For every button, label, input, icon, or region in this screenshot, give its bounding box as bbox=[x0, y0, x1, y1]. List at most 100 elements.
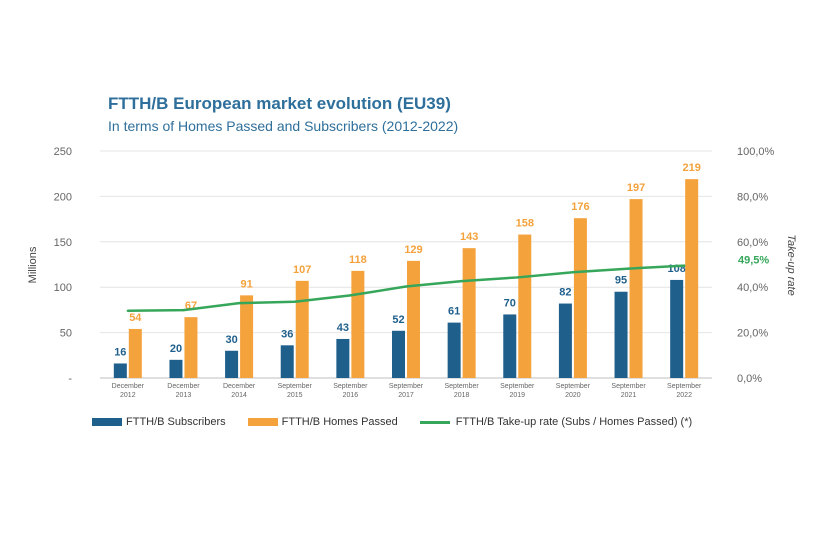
legend-swatch-homes-passed bbox=[247, 418, 278, 426]
x-tick-label-month: September bbox=[556, 383, 591, 390]
x-tick-label-month: December bbox=[223, 383, 256, 390]
y-axis-label-left: Millions bbox=[27, 246, 39, 283]
point-take-up-rate bbox=[516, 276, 519, 279]
legend-label-homes-passed: FTTH/B Homes Passed bbox=[281, 416, 398, 428]
data-label-subscribers: 30 bbox=[225, 334, 237, 346]
legend-item-homes-passed: FTTH/B Homes Passed bbox=[247, 416, 398, 428]
line-end-label: 49,5% bbox=[738, 255, 769, 267]
y-tick-label-right: 40,0% bbox=[737, 282, 768, 294]
y-tick-label-left: - bbox=[68, 373, 72, 385]
bar-subscribers bbox=[447, 322, 461, 378]
point-take-up-rate bbox=[126, 309, 130, 313]
bar-homes-passed bbox=[573, 218, 587, 378]
y-tick-label-left: 200 bbox=[54, 191, 72, 203]
x-tick-label-month: September bbox=[667, 383, 702, 390]
y-tick-label-right: 60,0% bbox=[737, 237, 768, 249]
bar-subscribers bbox=[503, 314, 517, 378]
bar-homes-passed bbox=[184, 317, 198, 378]
x-tick-label-year: 2021 bbox=[621, 392, 637, 399]
x-tick-label-year: 2015 bbox=[287, 392, 303, 399]
data-label-subscribers: 52 bbox=[392, 314, 404, 326]
y-tick-label-left: 150 bbox=[54, 237, 72, 249]
data-label-homes-passed: 107 bbox=[293, 264, 311, 276]
point-take-up-rate bbox=[627, 267, 630, 270]
data-label-homes-passed: 176 bbox=[571, 201, 589, 213]
legend-swatch-take-up-rate bbox=[419, 420, 450, 424]
line-take-up-rate bbox=[127, 264, 685, 313]
data-label-homes-passed: 158 bbox=[516, 218, 534, 230]
bar-subscribers bbox=[614, 291, 628, 378]
bar-subscribers bbox=[280, 345, 294, 378]
y-tick-label-right: 100,0% bbox=[737, 146, 775, 158]
y-tick-label-right: 0,0% bbox=[737, 373, 762, 385]
bar-subscribers bbox=[336, 338, 350, 378]
legend-label-take-up-rate: FTTH/B Take-up rate (Subs / Homes Passed… bbox=[455, 416, 693, 428]
y-tick-label-right: 80,0% bbox=[737, 191, 768, 203]
legend-item-subscribers: FTTH/B Subscribers bbox=[92, 416, 226, 428]
data-label-subscribers: 36 bbox=[281, 328, 293, 340]
legend-swatch-subscribers bbox=[92, 418, 122, 426]
point-take-up-rate bbox=[682, 264, 686, 267]
legend-item-take-up-rate: FTTH/B Take-up rate (Subs / Homes Passed… bbox=[419, 416, 693, 428]
x-tick-label-month: December bbox=[112, 383, 145, 390]
x-tick-label-month: September bbox=[445, 383, 480, 390]
bar-homes-passed bbox=[240, 295, 254, 378]
bar-subscribers bbox=[670, 279, 684, 378]
bar-homes-passed bbox=[351, 270, 365, 378]
y-tick-label-left: 100 bbox=[54, 282, 72, 294]
y-tick-label-right: 20,0% bbox=[737, 328, 768, 340]
bar-homes-passed bbox=[629, 199, 643, 378]
point-take-up-rate bbox=[349, 294, 352, 297]
bar-homes-passed bbox=[518, 234, 532, 378]
data-label-homes-passed: 129 bbox=[404, 244, 422, 256]
bar-subscribers bbox=[392, 330, 405, 378]
x-tick-label-year: 2020 bbox=[565, 392, 581, 399]
data-label-subscribers: 95 bbox=[615, 275, 627, 287]
legend: FTTH/B Subscribers FTTH/B Homes Passed F… bbox=[92, 414, 714, 430]
data-label-subscribers: 61 bbox=[448, 306, 460, 318]
bar-subscribers bbox=[558, 303, 572, 378]
point-take-up-rate bbox=[293, 300, 296, 303]
bar-subscribers bbox=[225, 350, 239, 378]
data-label-subscribers: 20 bbox=[170, 343, 182, 355]
point-take-up-rate bbox=[237, 301, 241, 305]
bar-homes-passed bbox=[407, 260, 420, 378]
data-label-homes-passed: 219 bbox=[683, 162, 701, 174]
x-tick-label-year: 2012 bbox=[120, 392, 136, 399]
x-tick-label-year: 2016 bbox=[343, 392, 359, 399]
data-label-subscribers: 43 bbox=[337, 322, 349, 334]
data-label-subscribers: 70 bbox=[504, 297, 516, 309]
y-axis-label-right: Take-up rate bbox=[785, 234, 797, 295]
x-tick-label-month: December bbox=[167, 383, 200, 390]
x-tick-label-year: 2017 bbox=[398, 392, 414, 399]
data-label-subscribers: 16 bbox=[114, 346, 126, 358]
point-take-up-rate bbox=[182, 308, 185, 312]
y-tick-label-left: 50 bbox=[60, 328, 72, 340]
x-tick-label-month: September bbox=[333, 383, 368, 390]
x-tick-label-month: September bbox=[611, 383, 646, 390]
bar-homes-passed bbox=[462, 248, 476, 378]
point-take-up-rate bbox=[404, 285, 408, 288]
x-tick-label-year: 2014 bbox=[231, 392, 247, 399]
data-label-homes-passed: 197 bbox=[627, 182, 645, 194]
data-label-subscribers: 82 bbox=[559, 287, 571, 299]
x-tick-label-month: September bbox=[389, 383, 424, 390]
bar-homes-passed bbox=[685, 179, 699, 378]
bar-subscribers bbox=[113, 363, 127, 378]
bar-homes-passed bbox=[295, 280, 309, 378]
data-label-homes-passed: 91 bbox=[240, 278, 252, 290]
x-tick-label-month: September bbox=[500, 383, 535, 390]
x-tick-label-year: 2022 bbox=[676, 392, 692, 399]
point-take-up-rate bbox=[571, 271, 575, 274]
x-tick-label-year: 2019 bbox=[509, 392, 525, 399]
point-take-up-rate bbox=[460, 279, 463, 283]
legend-label-subscribers: FTTH/B Subscribers bbox=[126, 416, 226, 428]
data-label-homes-passed: 118 bbox=[349, 254, 367, 266]
x-tick-label-year: 2013 bbox=[176, 392, 192, 399]
data-label-homes-passed: 143 bbox=[460, 231, 478, 243]
bar-homes-passed bbox=[128, 328, 142, 378]
chart-subtitle: In terms of Homes Passed and Subscribers… bbox=[108, 118, 459, 134]
data-label-homes-passed: 54 bbox=[129, 312, 142, 324]
y-tick-label-left: 250 bbox=[54, 146, 72, 158]
